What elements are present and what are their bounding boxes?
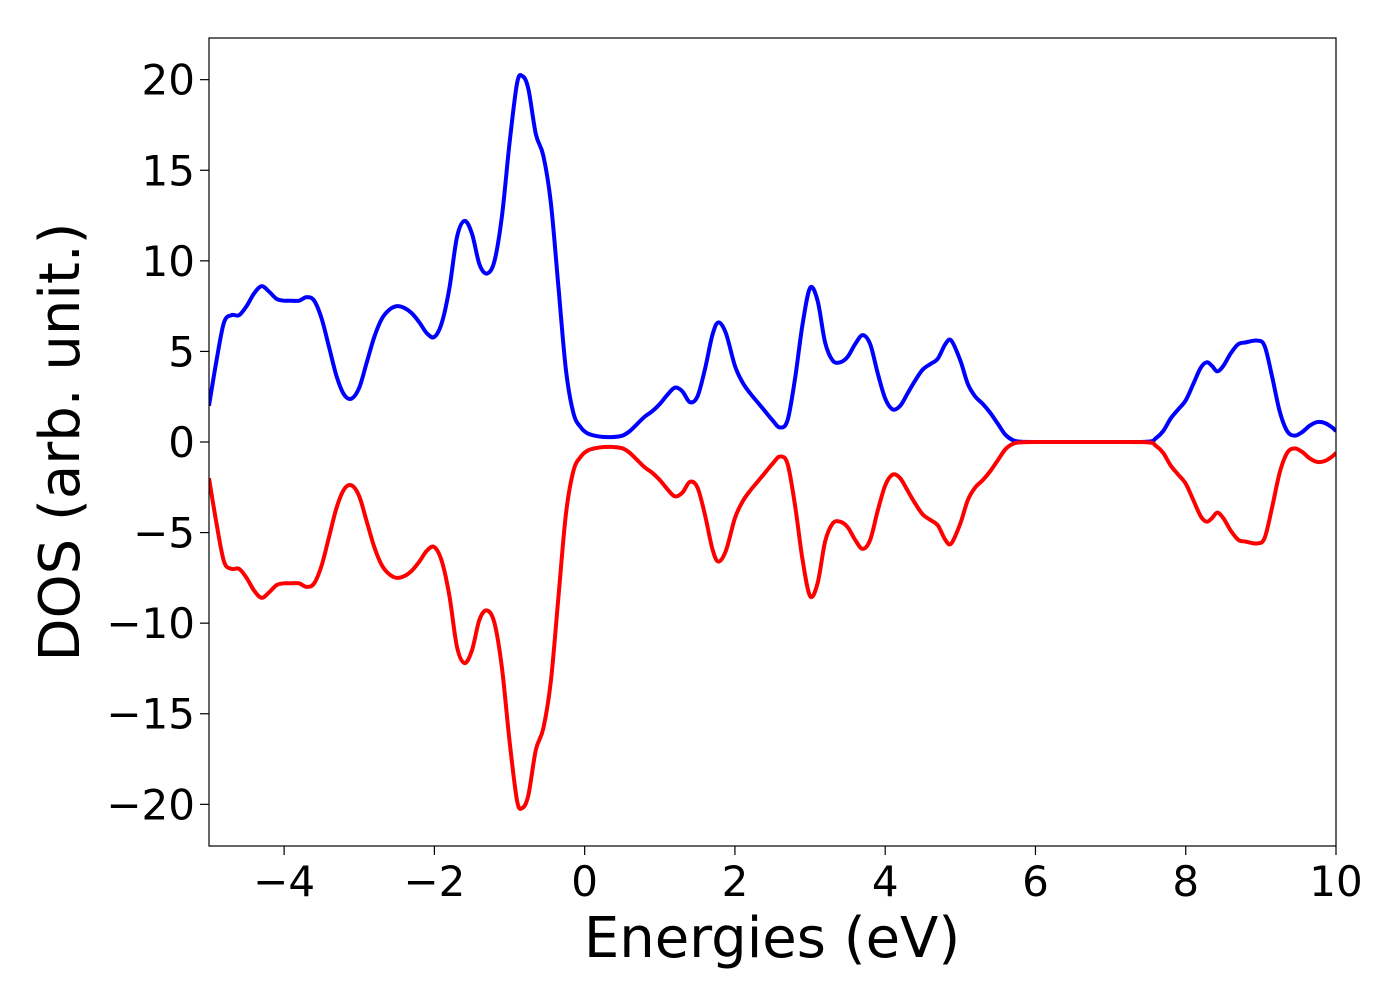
x-axis-ticks: −4 −2 0 2 4 6 8 10 <box>253 846 1363 906</box>
y-tick-label: −15 <box>106 690 195 739</box>
y-tick-label: −10 <box>106 599 195 648</box>
x-tick-label: −2 <box>403 857 465 906</box>
y-tick-label: 5 <box>168 327 195 376</box>
plot-frame <box>208 37 1337 847</box>
y-tick-label: 20 <box>142 56 195 105</box>
series-layer <box>209 73 1336 811</box>
y-axis-ticks: −20 −15 −10 −5 0 5 10 15 20 <box>106 56 209 829</box>
x-tick-label: 0 <box>571 857 598 906</box>
y-tick-label: −5 <box>133 509 195 558</box>
x-tick-label: 2 <box>722 857 749 906</box>
series-line-red <box>209 439 1336 811</box>
x-tick-label: 6 <box>1022 857 1049 906</box>
y-tick-label: 15 <box>142 146 195 195</box>
y-tick-label: 10 <box>142 237 195 286</box>
y-axis-label: DOS (arb. unit.) <box>28 222 93 661</box>
x-tick-label: 8 <box>1172 857 1199 906</box>
x-tick-label: −4 <box>253 857 315 906</box>
y-tick-label: −20 <box>106 780 195 829</box>
y-tick-label: 0 <box>168 418 195 467</box>
x-axis-label: Energies (eV) <box>584 906 960 971</box>
x-tick-label: 4 <box>872 857 899 906</box>
series-line-blue <box>209 73 1336 445</box>
x-tick-label: 10 <box>1309 857 1362 906</box>
